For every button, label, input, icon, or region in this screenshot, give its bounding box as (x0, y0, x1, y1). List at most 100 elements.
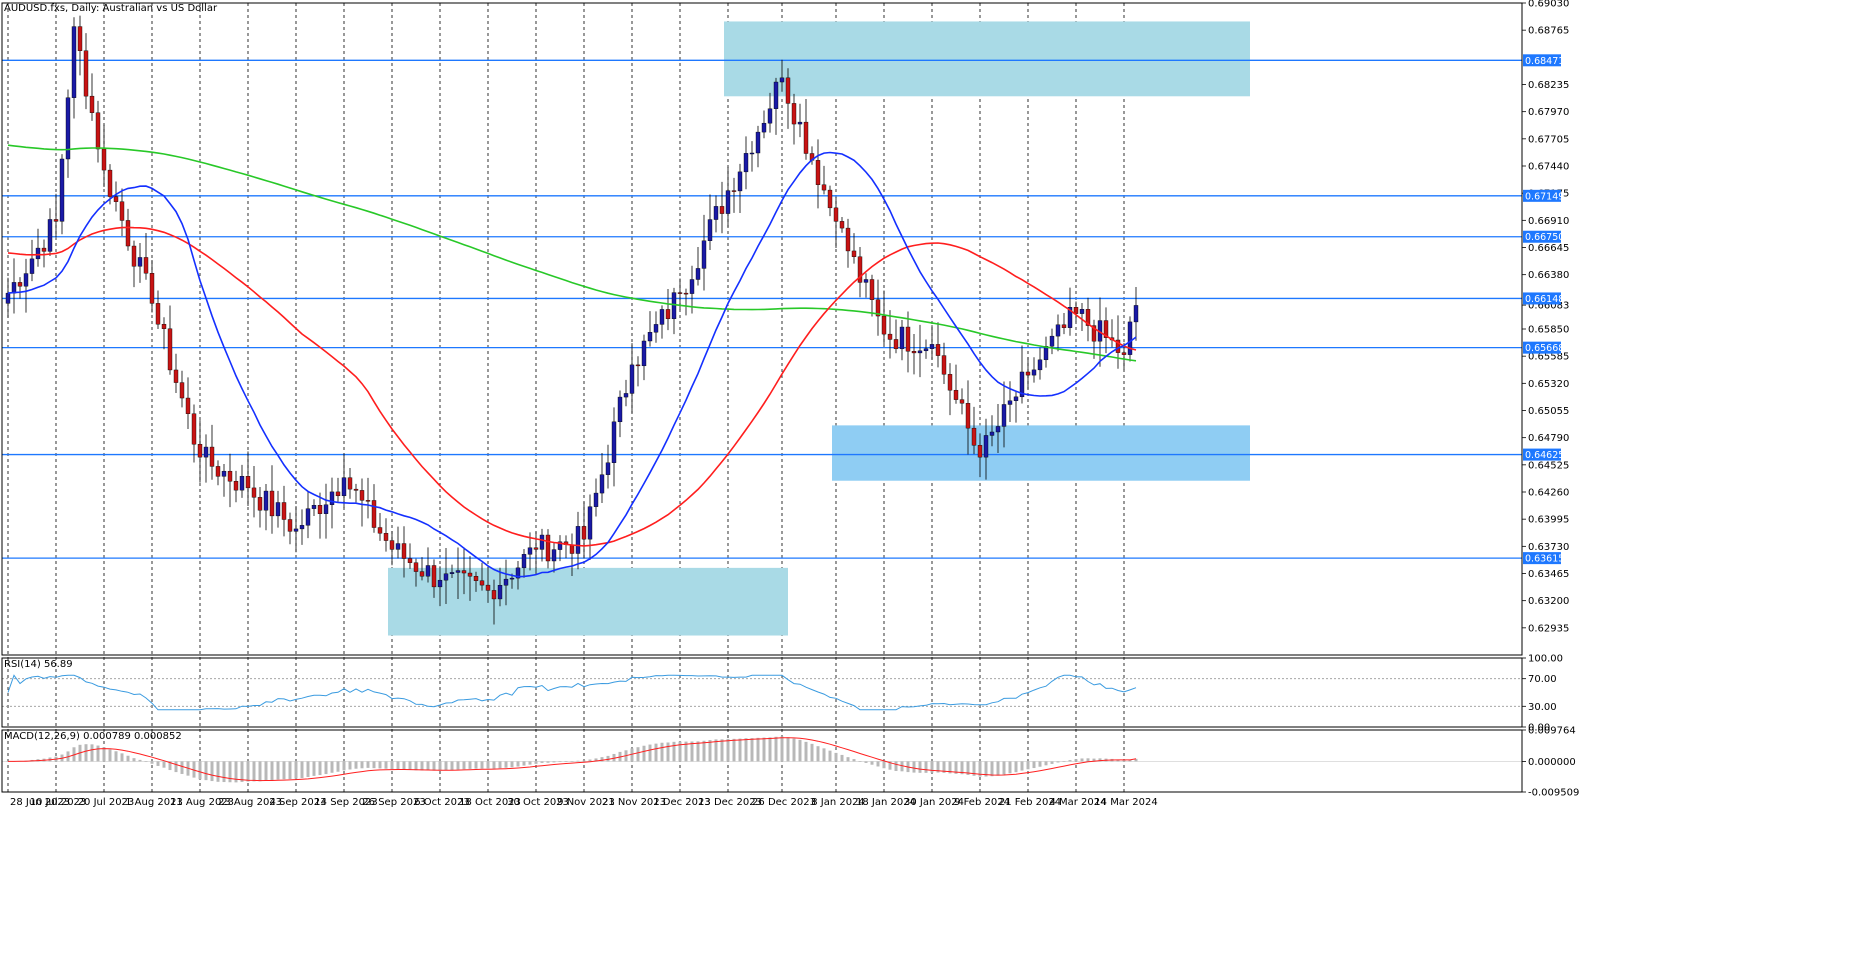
candle-body (941, 355, 947, 375)
zone-rect (832, 425, 1250, 481)
rsi-panel (2, 674, 1522, 711)
candle-body (419, 571, 425, 577)
candle-body (539, 534, 545, 550)
candles (5, 15, 1139, 625)
macd-bar (1062, 761, 1066, 763)
macd-bar (1044, 761, 1048, 766)
rsi-tick-label: 100.00 (1528, 654, 1563, 665)
candle-body (485, 584, 491, 591)
macd-bar (480, 761, 484, 769)
candle-body (1037, 359, 1043, 371)
candle-body (935, 344, 941, 356)
candle-body (863, 279, 869, 283)
sma200-line (7, 144, 1137, 362)
candle-body (455, 570, 461, 573)
candle-body (977, 445, 983, 458)
macd-bar (408, 761, 412, 770)
macd-bar (1038, 761, 1042, 767)
macd-bar (990, 761, 994, 777)
price-axis: 0.69030 0.68765 0.68235 0.67970 0.67705 0.674… (1522, 0, 1579, 799)
macd-bar (534, 761, 538, 764)
macd-bar (816, 746, 820, 762)
macd-bar (198, 761, 202, 780)
candle-body (917, 350, 923, 354)
macd-bar (240, 761, 244, 782)
macd-bar (576, 760, 580, 762)
macd-bar (372, 761, 376, 769)
macd-bar (660, 742, 664, 762)
panel-frame (1, 2, 1523, 656)
candle-body (971, 427, 977, 446)
macd-bar (282, 761, 286, 780)
candle-body (431, 565, 437, 588)
candle-body (647, 332, 653, 342)
candle-body (323, 504, 329, 514)
macd-bar (1002, 761, 1006, 775)
macd-bar (744, 738, 748, 762)
candle-body (353, 488, 359, 491)
x-tick-label: 4 Mar 2024 (1049, 797, 1106, 808)
candle-body (581, 526, 587, 540)
macd-bar (1050, 761, 1054, 764)
x-tick-label: 26 Dec 2023 (752, 797, 816, 808)
x-tick-label: 18 Oct 2023 (459, 797, 521, 808)
x-tick-label: 14 Sep 2023 (314, 797, 377, 808)
candle-body (191, 413, 197, 445)
candle-body (59, 158, 65, 222)
macd-bar (1086, 758, 1090, 762)
candle-body (1127, 321, 1133, 355)
candle-body (707, 219, 713, 241)
x-tick-label: 11 Aug 2023 (170, 797, 234, 808)
candle-body (341, 477, 347, 497)
macd-bar (330, 761, 334, 773)
macd-bar (780, 736, 784, 762)
candle-body (821, 184, 827, 191)
candle-body (497, 585, 503, 600)
macd-bar (846, 757, 850, 762)
candle-body (629, 364, 635, 394)
macd-bar (840, 754, 844, 762)
candle-body (611, 421, 617, 463)
candle-body (491, 590, 497, 600)
macd-bar (162, 761, 166, 768)
macd-bar (882, 761, 886, 769)
x-tick-label: 13 Dec 2023 (698, 797, 762, 808)
macd-bar (828, 750, 832, 762)
candle-body (725, 190, 731, 214)
macd-bar (522, 761, 526, 766)
macd-bar (768, 737, 772, 762)
candle-body (467, 572, 473, 577)
candle-body (77, 26, 83, 51)
y-tick-label: 0.64260 (1528, 488, 1569, 499)
candle-body (743, 153, 749, 173)
macd-bar (726, 738, 730, 762)
y-tick-label: 0.68235 (1528, 80, 1569, 91)
level-tag-box (1523, 189, 1561, 202)
macd-bar (420, 761, 424, 771)
candle-body (149, 273, 155, 304)
macd-bar (516, 761, 520, 767)
macd-bar (270, 761, 274, 781)
macd-bar (714, 739, 718, 762)
candle-body (299, 525, 305, 530)
candle-body (599, 474, 605, 494)
candle-body (1013, 396, 1019, 401)
candle-body (113, 196, 119, 202)
macd-bar (858, 761, 862, 762)
macd-bar (960, 761, 964, 775)
x-tick-label: 30 Oct 2023 (507, 797, 569, 808)
y-tick-label: 0.63465 (1528, 569, 1569, 580)
macd-bar (102, 747, 106, 762)
candle-body (203, 446, 209, 458)
candle-body (677, 292, 683, 294)
macd-bar (132, 758, 136, 762)
macd-bar (390, 761, 394, 770)
y-tick-label: 0.63730 (1528, 542, 1569, 553)
candle-body (533, 547, 539, 550)
candle-body (815, 160, 821, 185)
macd-bar (810, 743, 814, 762)
macd-bar (888, 761, 892, 770)
macd-bar (90, 744, 94, 762)
macd-bar (150, 761, 154, 764)
macd-bar (894, 761, 898, 771)
